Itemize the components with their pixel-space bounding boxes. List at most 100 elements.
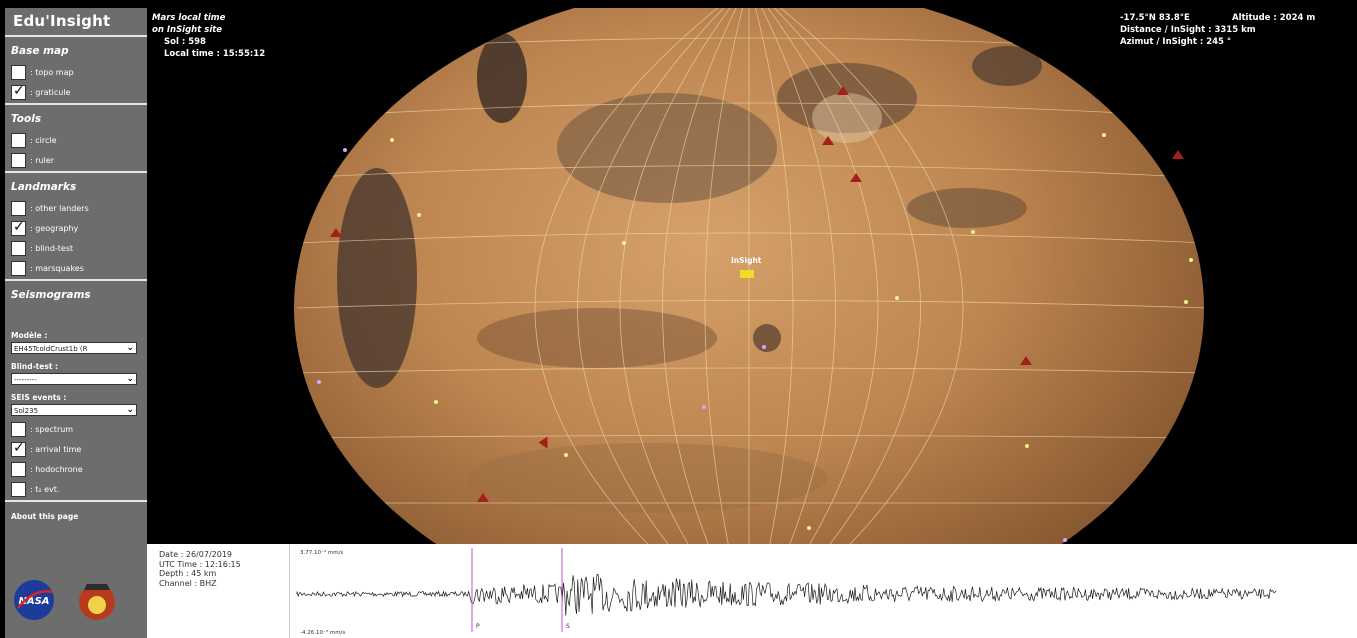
graticule <box>296 8 1204 544</box>
t0-evt-toggle[interactable]: : t₀ evt. <box>11 480 147 498</box>
lander-marker[interactable] <box>1172 150 1184 159</box>
marsquakes-checkbox[interactable] <box>11 260 26 276</box>
lander-marker[interactable] <box>538 436 548 449</box>
topo-map-toggle[interactable]: : topo map <box>11 63 147 81</box>
divider <box>5 35 147 37</box>
place-dot[interactable] <box>807 526 811 530</box>
t0-evt-label: : t₀ evt. <box>30 484 60 494</box>
seismogram-trace[interactable] <box>292 544 1292 638</box>
place-dot[interactable] <box>1184 300 1188 304</box>
event-depth: Depth : 45 km <box>159 569 217 578</box>
topo-map-checkbox[interactable] <box>11 64 26 80</box>
svg-text:NASA: NASA <box>18 596 49 607</box>
place-dot[interactable] <box>417 213 421 217</box>
tools-heading: Tools <box>11 113 42 125</box>
place-dot[interactable] <box>762 345 766 349</box>
local-time-title-2: on InSight site <box>152 25 223 35</box>
place-dot[interactable] <box>434 400 438 404</box>
blind-test-select-label: Blind-test : <box>11 362 59 371</box>
lander-marker[interactable] <box>330 228 342 237</box>
graticule-checkbox[interactable] <box>11 83 26 100</box>
app-title: Edu'Insight <box>13 12 111 30</box>
spectrum-label: : spectrum <box>30 424 74 434</box>
event-utc: UTC Time : 12:16:15 <box>159 559 241 569</box>
place-dot[interactable] <box>317 380 321 384</box>
place-dot[interactable] <box>895 296 899 300</box>
place-dot[interactable] <box>702 405 706 409</box>
circle-checkbox[interactable] <box>11 132 26 148</box>
hodochrone-checkbox[interactable] <box>11 461 26 477</box>
hodochrone-toggle[interactable]: : hodochrone <box>11 460 147 478</box>
landmarks-heading: Landmarks <box>11 181 77 193</box>
hodochrone-label: : hodochrone <box>30 464 83 474</box>
divider <box>5 103 147 105</box>
ruler-label: : ruler <box>30 155 55 165</box>
local-time-readout: Local time : 15:55:12 <box>164 49 266 59</box>
sidebar: Edu'Insight Base map : topo map : gratic… <box>5 8 147 638</box>
seismograms-heading: Seismograms <box>11 289 91 301</box>
marsquakes-toggle[interactable]: : marsquakes <box>11 259 147 277</box>
place-dot[interactable] <box>390 138 394 142</box>
sol-readout: Sol : 598 <box>164 37 206 47</box>
mars-map[interactable]: Mars local time on InSight site Sol : 59… <box>147 8 1357 544</box>
arrival-time-checkbox[interactable] <box>11 440 26 457</box>
distance-readout: Distance / InSight : 3315 km <box>1120 25 1256 35</box>
amplitude-max-label: 3.77.10⁻³ mm/s <box>300 550 344 556</box>
local-time-title-1: Mars local time <box>152 13 226 23</box>
topo-map-label: : topo map <box>30 67 74 77</box>
lander-marker[interactable] <box>822 136 834 145</box>
lander-marker[interactable] <box>1020 356 1032 365</box>
lander-marker[interactable] <box>837 86 849 95</box>
waveform-line <box>296 573 1277 616</box>
spectrum-checkbox[interactable] <box>11 421 26 437</box>
coords-readout: -17.5°N 83.8°E <box>1120 13 1190 23</box>
other-landers-toggle[interactable]: : other landers <box>11 199 147 217</box>
seis-events-label: SEIS events : <box>11 393 67 402</box>
place-dot[interactable] <box>1025 444 1029 448</box>
blind-test-select[interactable]: --------- ⌄ <box>11 373 137 385</box>
partner-logos: NASA <box>14 580 115 620</box>
blind-test-value: --------- <box>14 376 37 384</box>
arrival-time-toggle[interactable]: : arrival time <box>11 440 147 458</box>
other-landers-label: : other landers <box>30 203 89 213</box>
terrain <box>337 33 1042 513</box>
arrival-time-label: : arrival time <box>30 444 82 454</box>
nasa-logo[interactable]: NASA <box>14 580 54 620</box>
seis-events-select[interactable]: Sol235 ⌄ <box>11 404 137 416</box>
geography-checkbox[interactable] <box>11 219 26 236</box>
place-dot[interactable] <box>1063 538 1067 542</box>
divider <box>5 171 147 173</box>
blind-test-toggle[interactable]: : blind-test <box>11 239 147 257</box>
ruler-toggle[interactable]: : ruler <box>11 151 147 169</box>
t0-evt-checkbox[interactable] <box>11 481 26 497</box>
geography-label: : geography <box>30 223 79 233</box>
graticule-toggle[interactable]: : graticule <box>11 83 147 101</box>
ruler-checkbox[interactable] <box>11 152 26 168</box>
blind-test-checkbox[interactable] <box>11 240 26 256</box>
insight-mission-logo[interactable] <box>79 584 115 620</box>
about-link[interactable]: About this page <box>11 512 79 521</box>
divider <box>5 500 147 502</box>
lander-marker[interactable] <box>477 493 489 502</box>
spectrum-toggle[interactable]: : spectrum <box>11 420 147 438</box>
place-dot[interactable] <box>971 230 975 234</box>
s-wave-label: S <box>566 623 570 630</box>
lander-marker[interactable] <box>850 173 862 182</box>
place-dot[interactable] <box>564 453 568 457</box>
insight-lander-icon[interactable] <box>740 270 754 278</box>
place-dot[interactable] <box>1102 133 1106 137</box>
marsquakes-label: : marsquakes <box>30 263 84 273</box>
seis-events-value: Sol235 <box>14 407 39 415</box>
insight-label: InSight <box>731 256 762 265</box>
geography-toggle[interactable]: : geography <box>11 219 147 237</box>
other-landers-checkbox[interactable] <box>11 200 26 216</box>
modele-value: EH45TcoldCrust1b (R <box>14 345 88 353</box>
event-date: Date : 26/07/2019 <box>159 550 233 559</box>
seismogram-panel: Date : 26/07/2019 UTC Time : 12:16:15 De… <box>147 544 1357 638</box>
place-dot[interactable] <box>622 241 626 245</box>
altitude-readout: Altitude : 2024 m <box>1232 13 1316 23</box>
modele-select[interactable]: EH45TcoldCrust1b (R ⌄ <box>11 342 137 354</box>
place-dot[interactable] <box>1189 258 1193 262</box>
place-dot[interactable] <box>343 148 347 152</box>
circle-toggle[interactable]: : circle <box>11 131 147 149</box>
